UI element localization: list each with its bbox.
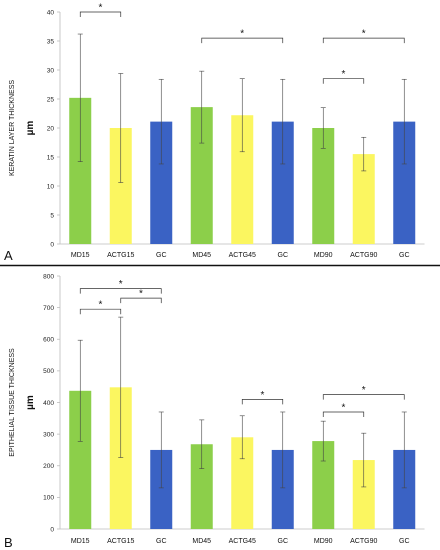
significance-star: *: [342, 69, 346, 80]
y-tick-label: 600: [43, 337, 54, 344]
significance-bracket: [322, 37, 405, 44]
y-tick-label: 10: [47, 183, 55, 190]
x-tick-label: GC: [156, 252, 167, 259]
y-tick-label: 0: [50, 241, 54, 248]
x-tick-label: ACTG90: [350, 252, 377, 259]
significance-star: *: [99, 3, 103, 14]
y-tick-label: 35: [47, 38, 55, 45]
panel-b: 0 100 200 300 400 500 600 700 800 EPITHELIAL TISS…: [4, 273, 425, 550]
y-tick-label: 5: [50, 212, 54, 219]
y-axis-title: EPITHELIAL TISSUE THICKNESS: [9, 348, 16, 457]
significance-star: *: [362, 29, 366, 40]
y-axis-unit: µm: [25, 121, 36, 136]
significance-star: *: [139, 289, 143, 300]
y-tick-label: 20: [47, 125, 55, 132]
y-tick-label: 800: [43, 273, 54, 280]
x-tick-label: ACTG90: [350, 538, 377, 545]
significance-bracket: [120, 297, 162, 304]
panel-a: 0 5 10 15 20 25 30 35 40 KERATIN LAYER THICKNESS µ…: [4, 3, 425, 263]
x-tick-label: ACTG45: [229, 252, 256, 259]
y-axis-title: KERATIN LAYER THICKNESS: [9, 80, 16, 176]
bar: [271, 121, 294, 244]
significance-bracket: [322, 411, 365, 417]
significance-bracket: [322, 78, 365, 84]
panel-label: B: [4, 535, 13, 550]
bar: [393, 449, 416, 529]
bar: [231, 115, 254, 245]
x-tick-label: GC: [278, 252, 289, 259]
significance-star: *: [362, 385, 366, 396]
bar: [109, 128, 132, 244]
significance-star: *: [261, 390, 265, 401]
significance-star: *: [99, 300, 103, 311]
significance-star: *: [240, 29, 244, 40]
bar: [150, 121, 173, 244]
significance-star: *: [342, 402, 346, 413]
x-tick-label: ACTG45: [229, 538, 256, 545]
x-tick-label: MD90: [314, 538, 333, 545]
bar: [109, 387, 132, 529]
significance-bracket: [201, 37, 284, 44]
bar: [312, 128, 335, 244]
significance-bracket: [79, 288, 162, 294]
significance-bracket: [79, 11, 122, 17]
bar: [352, 460, 375, 529]
x-tick-label: GC: [278, 538, 289, 545]
bar: [352, 154, 375, 244]
bar: [312, 441, 335, 529]
x-tick-label: ACTG15: [107, 538, 134, 545]
y-tick-label: 200: [43, 463, 54, 470]
y-tick-label: 300: [43, 431, 54, 438]
panel-label: A: [4, 248, 13, 263]
significance-bracket: [79, 308, 122, 315]
bar: [190, 107, 213, 245]
significance-star: *: [119, 279, 123, 290]
significance-bracket: [322, 394, 405, 400]
bar: [393, 121, 416, 244]
x-tick-label: MD45: [192, 538, 211, 545]
x-tick-label: GC: [399, 252, 410, 259]
y-tick-label: 15: [47, 154, 55, 161]
y-tick-label: 100: [43, 495, 54, 502]
x-tick-label: MD45: [192, 252, 211, 259]
significance-bracket: [241, 398, 284, 405]
bar: [271, 449, 294, 529]
y-tick-label: 700: [43, 305, 54, 312]
x-tick-label: MD15: [71, 538, 90, 545]
x-tick-label: ACTG15: [107, 252, 134, 259]
y-axis-unit: µm: [25, 395, 36, 410]
bar: [190, 444, 213, 529]
x-tick-label: MD15: [71, 252, 90, 259]
y-tick-label: 25: [47, 96, 55, 103]
y-tick-label: 40: [47, 9, 55, 16]
x-tick-label: GC: [399, 538, 410, 545]
bar: [69, 390, 92, 529]
y-tick-label: 400: [43, 400, 54, 407]
bar: [150, 449, 173, 529]
bar: [231, 437, 254, 529]
y-tick-label: 30: [47, 67, 55, 74]
bar: [69, 97, 92, 244]
y-tick-label: 0: [50, 526, 54, 533]
x-tick-label: MD90: [314, 252, 333, 259]
x-tick-label: GC: [156, 538, 167, 545]
y-tick-label: 500: [43, 368, 54, 375]
